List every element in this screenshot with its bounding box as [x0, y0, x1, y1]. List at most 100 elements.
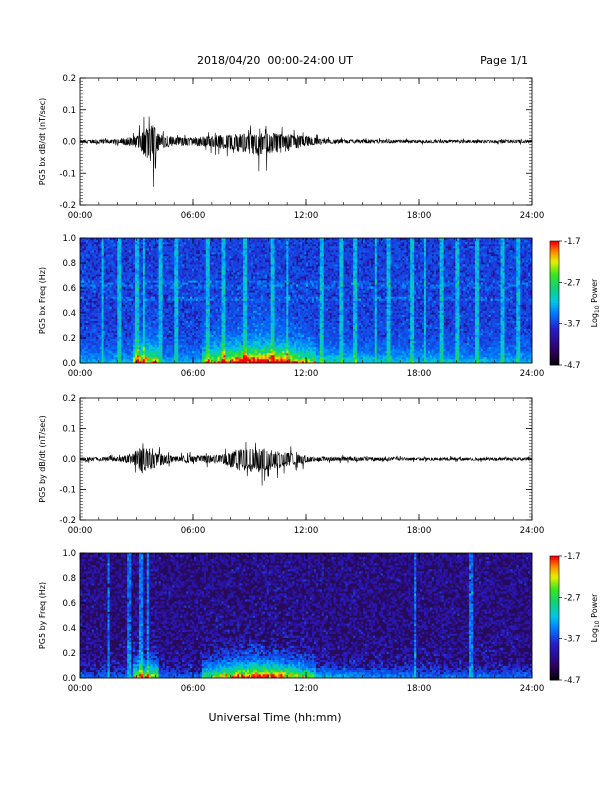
- spectrogram-cell: [131, 258, 133, 260]
- spectrogram-cell: [141, 335, 143, 337]
- spectrogram-cell: [149, 274, 151, 276]
- spectrogram-cell: [137, 351, 139, 353]
- spectrogram-cell: [218, 290, 220, 292]
- spectrogram-cell: [168, 309, 170, 311]
- spectrogram-cell: [247, 290, 249, 292]
- spectrogram-cell: [192, 262, 194, 264]
- spectrogram-cell: [192, 333, 194, 335]
- spectrogram-cell: [214, 286, 216, 288]
- spectrogram-cell: [247, 303, 249, 305]
- spectrogram-cell: [139, 313, 141, 315]
- spectrogram-cell: [127, 276, 129, 278]
- spectrogram-cell: [96, 325, 98, 327]
- spectrogram-cell: [157, 303, 159, 305]
- spectrogram-cell: [200, 313, 202, 315]
- spectrogram-cell: [245, 258, 247, 260]
- x-tick-label: 24:00: [520, 211, 545, 221]
- spectrogram-cell: [212, 242, 214, 244]
- spectrogram-cell: [218, 337, 220, 339]
- spectrogram-cell: [200, 284, 202, 286]
- spectrogram-cell: [119, 339, 121, 341]
- spectrogram-cell: [109, 307, 111, 309]
- spectrogram-cell: [127, 242, 129, 244]
- spectrogram-cell: [227, 301, 229, 303]
- spectrogram-cell: [231, 333, 233, 335]
- spectrogram-cell: [155, 347, 157, 349]
- spectrogram-cell: [88, 347, 90, 349]
- spectrogram-cell: [225, 359, 227, 361]
- spectrogram-cell: [214, 303, 216, 305]
- spectrogram-cell: [115, 270, 117, 272]
- spectrogram-cell: [172, 339, 174, 341]
- spectrogram-cell: [218, 292, 220, 294]
- spectrogram-cell: [202, 317, 204, 319]
- spectrogram-cell: [141, 315, 143, 317]
- spectrogram-cell: [223, 254, 225, 256]
- spectrogram-cell: [216, 339, 218, 341]
- spectrogram-cell: [117, 355, 119, 357]
- spectrogram-cell: [225, 345, 227, 347]
- spectrogram-cell: [86, 335, 88, 337]
- spectrogram-cell: [241, 244, 243, 246]
- spectrogram-cell: [227, 244, 229, 246]
- spectrogram-cell: [106, 290, 108, 292]
- spectrogram-cell: [84, 272, 86, 274]
- spectrogram-cell: [149, 335, 151, 337]
- spectrogram-cell: [133, 355, 135, 357]
- spectrogram-cell: [206, 301, 208, 303]
- spectrogram-cell: [235, 292, 237, 294]
- spectrogram-cell: [115, 266, 117, 268]
- spectrogram-cell: [176, 288, 178, 290]
- spectrogram-cell: [96, 256, 98, 258]
- spectrogram-cell: [166, 298, 168, 300]
- spectrogram-cell: [137, 272, 139, 274]
- spectrogram-cell: [127, 355, 129, 357]
- spectrogram-cell: [184, 349, 186, 351]
- spectrogram-cell: [115, 341, 117, 343]
- spectrogram-cell: [233, 303, 235, 305]
- spectrogram-cell: [117, 327, 119, 329]
- spectrogram-cell: [163, 309, 165, 311]
- spectrogram-cell: [222, 248, 224, 250]
- spectrogram-cell: [223, 351, 225, 353]
- spectrogram-cell: [249, 286, 251, 288]
- spectrogram-cell: [166, 278, 168, 280]
- spectrogram-cell: [84, 278, 86, 280]
- spectrogram-cell: [157, 307, 159, 309]
- spectrogram-cell: [96, 307, 98, 309]
- spectrogram-cell: [165, 329, 167, 331]
- spectrogram-cell: [163, 319, 165, 321]
- spectrogram-cell: [139, 244, 141, 246]
- spectrogram-cell: [245, 301, 247, 303]
- spectrogram-cell: [204, 290, 206, 292]
- spectrogram-cell: [161, 264, 163, 266]
- spectrogram-cell: [206, 359, 208, 361]
- spectrogram-cell: [170, 286, 172, 288]
- spectrogram-cell: [102, 349, 104, 351]
- spectrogram-cell: [123, 321, 125, 323]
- spectrogram-cell: [170, 296, 172, 298]
- spectrogram-cell: [204, 359, 206, 361]
- spectrogram-cell: [159, 276, 161, 278]
- spectrogram-cell: [172, 286, 174, 288]
- spectrogram-cell: [192, 349, 194, 351]
- spectrogram-cell: [190, 248, 192, 250]
- spectrogram-cell: [133, 278, 135, 280]
- spectrogram-cell: [129, 339, 131, 341]
- spectrogram-cell: [172, 282, 174, 284]
- spectrogram-cell: [141, 341, 143, 343]
- spectrogram-cell: [214, 317, 216, 319]
- spectrogram-cell: [223, 266, 225, 268]
- spectrogram-cell: [184, 351, 186, 353]
- spectrogram-cell: [218, 264, 220, 266]
- spectrogram-cell: [174, 294, 176, 296]
- spectrogram-cell: [223, 301, 225, 303]
- spectrogram-cell: [115, 309, 117, 311]
- spectrogram-cell: [214, 333, 216, 335]
- spectrogram-cell: [247, 248, 249, 250]
- spectrogram-cell: [157, 286, 159, 288]
- spectrogram-cell: [149, 298, 151, 300]
- spectrogram-cell: [111, 240, 113, 242]
- spectrogram-cell: [186, 274, 188, 276]
- spectrogram-cell: [186, 349, 188, 351]
